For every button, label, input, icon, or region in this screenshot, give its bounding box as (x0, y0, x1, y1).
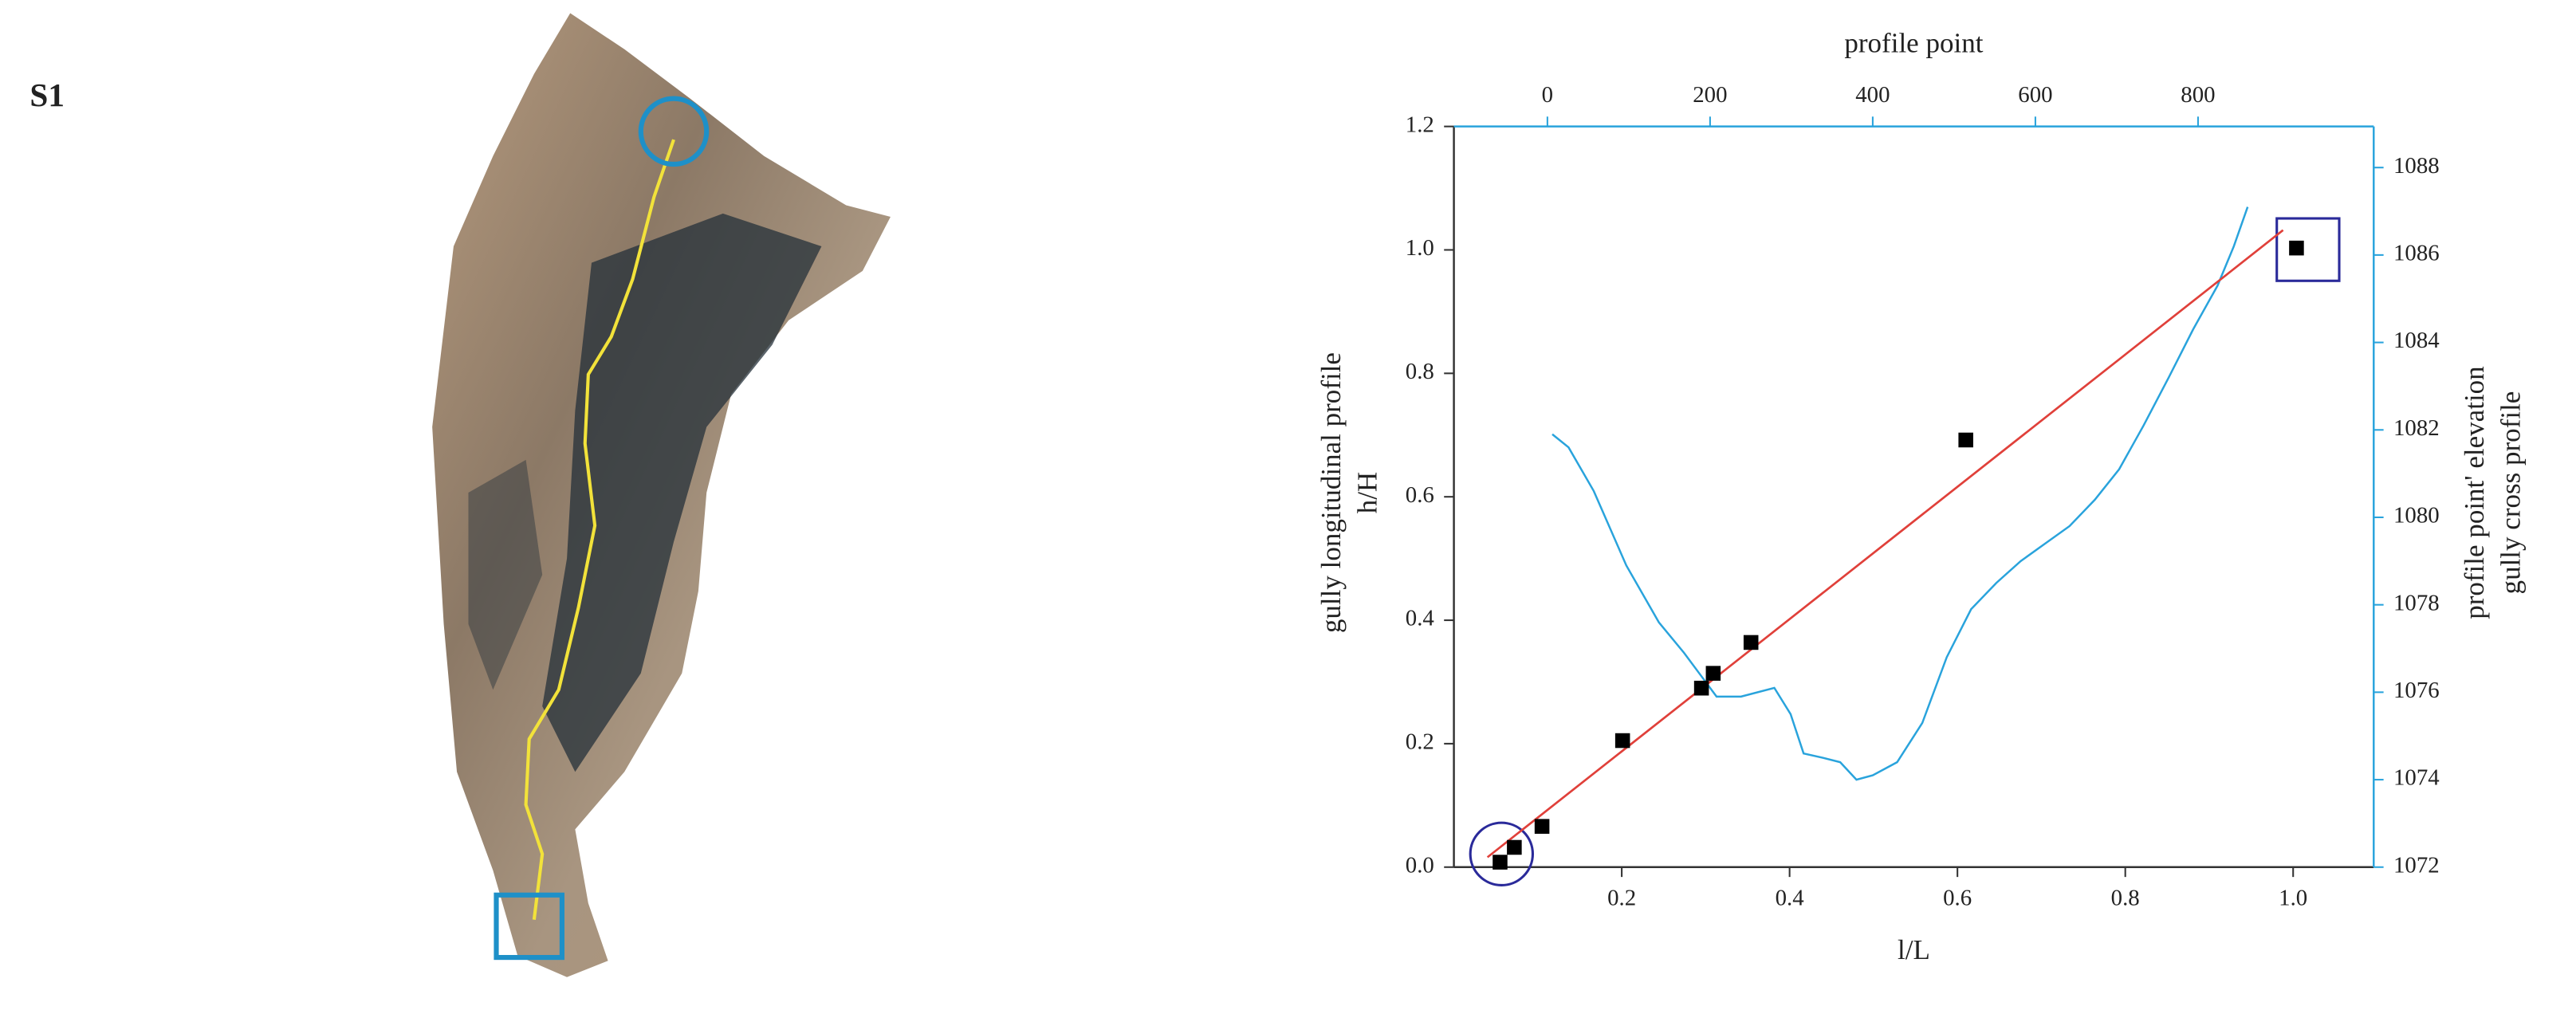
data-point (1958, 432, 1973, 448)
data-point (1693, 680, 1709, 696)
x2-tick-label: 600 (2018, 82, 2052, 108)
data-point (1705, 666, 1721, 681)
data-point (1493, 855, 1508, 870)
x2-tick-label: 200 (1693, 82, 1727, 108)
y-tick-label: 0.2 (1406, 729, 1434, 755)
y-axis-label: gully longitudinal profile (1316, 352, 1347, 633)
y2-tick-label: 1086 (2393, 241, 2440, 266)
y2-tick-label: 1082 (2393, 415, 2440, 441)
panel-label: S1 (29, 77, 65, 113)
x-tick-label: 0.2 (1607, 886, 1636, 911)
x2-tick-label: 800 (2181, 82, 2215, 108)
x-tick-label: 0.6 (1943, 886, 1972, 911)
x2-tick-label: 400 (1855, 82, 1890, 108)
start-highlight (1469, 821, 1535, 886)
y-tick-label: 1.2 (1406, 112, 1434, 137)
x2-axis-label: profile point (1844, 28, 1983, 59)
y2-tick-label: 1076 (2393, 678, 2440, 703)
data-point (2289, 240, 2304, 256)
x-axis-label: l/L (1898, 934, 1930, 965)
fit-line (1486, 229, 2284, 859)
y2-tick-label: 1078 (2393, 590, 2440, 615)
x-tick-label: 0.8 (2111, 886, 2140, 911)
cross-profile-line (1551, 206, 2249, 781)
y2-axis-label: profile point' elevation (2459, 366, 2490, 619)
y2-axis-label: gully cross profile (2495, 391, 2526, 595)
data-point (1534, 819, 1550, 834)
y-tick-label: 0.6 (1406, 482, 1434, 508)
y-tick-label: 0.8 (1406, 359, 1434, 384)
y-tick-label: 1.0 (1406, 235, 1434, 261)
end-highlight (2275, 217, 2341, 282)
y-tick-label: 0.0 (1406, 852, 1434, 878)
y2-tick-label: 1088 (2393, 153, 2440, 179)
y-tick-label: 0.4 (1406, 606, 1434, 631)
y-axis-label: h/H (1352, 472, 1383, 514)
y2-tick-label: 1084 (2393, 328, 2440, 353)
y2-tick-label: 1072 (2393, 852, 2440, 878)
x2-tick-label: 0 (1542, 82, 1553, 108)
gully-map (432, 13, 891, 977)
data-point (1743, 635, 1759, 650)
x-tick-label: 1.0 (2279, 886, 2307, 911)
data-point (1507, 839, 1522, 855)
y2-tick-label: 1074 (2393, 765, 2440, 791)
y2-tick-label: 1080 (2393, 503, 2440, 529)
data-point (1614, 733, 1630, 749)
x-tick-label: 0.4 (1776, 886, 1804, 911)
